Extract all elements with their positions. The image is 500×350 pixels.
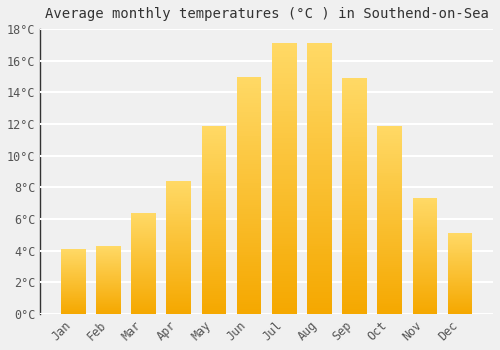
Title: Average monthly temperatures (°C ) in Southend-on-Sea: Average monthly temperatures (°C ) in So… [44,7,488,21]
